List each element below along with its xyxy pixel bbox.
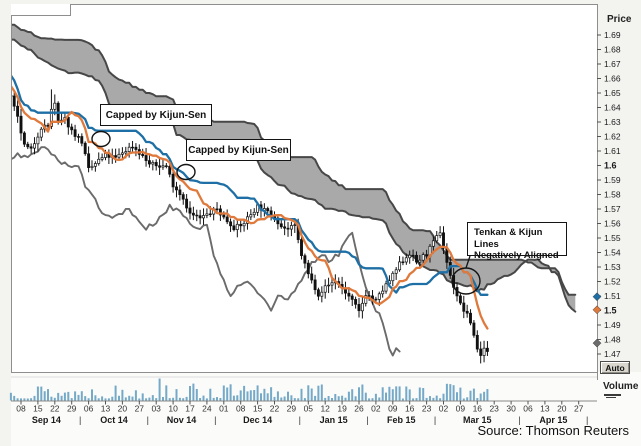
svg-text:1.57: 1.57 — [604, 204, 621, 214]
svg-text:24: 24 — [202, 404, 212, 414]
svg-text:13: 13 — [540, 404, 550, 414]
svg-text:|: | — [518, 415, 520, 425]
svg-text:|: | — [214, 415, 216, 425]
svg-text:1.48: 1.48 — [604, 335, 621, 345]
svg-text:|: | — [147, 415, 149, 425]
ichimoku-cloud — [12, 23, 577, 313]
svg-text:1.61: 1.61 — [604, 146, 621, 156]
svg-text:|: | — [586, 415, 588, 425]
svg-text:|: | — [299, 415, 301, 425]
svg-text:30: 30 — [506, 404, 516, 414]
chikou-span-line — [12, 146, 401, 357]
svg-text:1.62: 1.62 — [604, 132, 621, 142]
svg-text:16: 16 — [405, 404, 415, 414]
svg-text:Nov 14: Nov 14 — [167, 415, 197, 425]
svg-text:1.63: 1.63 — [604, 117, 621, 127]
volume-legend-icon — [604, 394, 621, 399]
svg-text:1.66: 1.66 — [604, 74, 621, 84]
source-credit: Source: Thomson Reuters — [477, 423, 630, 438]
svg-text:13: 13 — [101, 404, 111, 414]
svg-text:09: 09 — [456, 404, 466, 414]
tenkan-sen-line — [12, 85, 489, 330]
svg-text:Mar 15: Mar 15 — [463, 415, 492, 425]
svg-text:1.68: 1.68 — [604, 45, 621, 55]
auto-scale-button[interactable]: Auto — [600, 361, 630, 374]
svg-text:Sep 14: Sep 14 — [32, 415, 61, 425]
svg-text:1.51: 1.51 — [604, 291, 621, 301]
price-axis-label: Price — [607, 14, 632, 25]
svg-text:06: 06 — [84, 404, 94, 414]
svg-text:1.5: 1.5 — [604, 306, 617, 316]
svg-text:27: 27 — [135, 404, 145, 414]
svg-text:|: | — [366, 415, 368, 425]
svg-text:Oct 14: Oct 14 — [100, 415, 128, 425]
svg-text:03: 03 — [151, 404, 161, 414]
svg-text:29: 29 — [287, 404, 297, 414]
svg-text:09: 09 — [388, 404, 398, 414]
svg-text:Jan 15: Jan 15 — [320, 415, 348, 425]
candlesticks — [12, 89, 489, 364]
plot-layers — [12, 23, 577, 364]
svg-text:10: 10 — [168, 404, 178, 414]
annotation-marks — [91, 130, 481, 295]
svg-text:|: | — [79, 415, 81, 425]
last-value-markers — [592, 292, 602, 348]
svg-text:Dec 14: Dec 14 — [243, 415, 272, 425]
svg-text:1.69: 1.69 — [604, 30, 621, 40]
svg-text:26: 26 — [354, 404, 364, 414]
svg-text:1.64: 1.64 — [604, 103, 621, 113]
kijun-sen-line — [12, 74, 489, 296]
svg-text:23: 23 — [422, 404, 432, 414]
annotation-text-line2: Negatively Aligned — [474, 250, 559, 261]
price-axis-ticks[interactable]: 1.69 1.68 1.67 1.66 1.65 1.64 1.63 1.62 1.61 1.6 1… — [597, 30, 621, 359]
volume-axis-label: Volume — [603, 381, 639, 392]
svg-text:19: 19 — [337, 404, 347, 414]
svg-text:20: 20 — [118, 404, 128, 414]
annotation-text: Capped by Kijun-Sen — [105, 109, 207, 121]
svg-text:1.6: 1.6 — [604, 161, 617, 171]
annotation-text-line1: Tenkan & Kijun Lines — [474, 227, 543, 250]
svg-text:1.67: 1.67 — [604, 59, 621, 69]
svg-text:1.56: 1.56 — [604, 219, 621, 229]
svg-text:1.49: 1.49 — [604, 320, 621, 330]
svg-text:15: 15 — [253, 404, 263, 414]
svg-text:|: | — [434, 415, 436, 425]
volume-bars — [9, 378, 489, 401]
svg-text:1.52: 1.52 — [604, 277, 621, 287]
svg-text:1.59: 1.59 — [604, 175, 621, 185]
svg-text:20: 20 — [557, 404, 567, 414]
svg-text:29: 29 — [67, 404, 77, 414]
svg-text:Feb 15: Feb 15 — [387, 415, 416, 425]
svg-text:15: 15 — [33, 404, 43, 414]
annotation-text: Capped by Kijun-Sen — [188, 144, 289, 156]
svg-text:16: 16 — [473, 404, 483, 414]
svg-text:12: 12 — [320, 404, 330, 414]
svg-text:08: 08 — [16, 404, 26, 414]
svg-text:02: 02 — [439, 404, 449, 414]
svg-text:08: 08 — [236, 404, 246, 414]
svg-text:1.65: 1.65 — [604, 88, 621, 98]
svg-text:01: 01 — [219, 404, 229, 414]
annotation-capped-by-kijun-2[interactable]: Capped by Kijun-Sen — [186, 139, 291, 161]
svg-text:1.47: 1.47 — [604, 349, 621, 359]
svg-text:22: 22 — [50, 404, 60, 414]
svg-text:1.58: 1.58 — [604, 190, 621, 200]
svg-text:Apr 15: Apr 15 — [539, 415, 567, 425]
svg-text:1.53: 1.53 — [604, 262, 621, 272]
annotation-capped-by-kijun-1[interactable]: Capped by Kijun-Sen — [100, 104, 212, 126]
svg-text:23: 23 — [489, 404, 499, 414]
svg-text:27: 27 — [574, 404, 584, 414]
svg-text:17: 17 — [185, 404, 195, 414]
svg-text:02: 02 — [371, 404, 381, 414]
svg-text:06: 06 — [523, 404, 533, 414]
svg-text:05: 05 — [304, 404, 314, 414]
plot-border — [11, 4, 598, 373]
svg-text:22: 22 — [270, 404, 280, 414]
time-axis[interactable]: 08 15 22 29 Sep 14 06 13 20 27 Oct 14 03 10 17 24 Nov … — [11, 400, 597, 425]
annotation-negative-cross[interactable]: Tenkan & Kijun Lines Negatively Aligned — [467, 222, 567, 261]
svg-text:1.55: 1.55 — [604, 233, 621, 243]
svg-text:1.54: 1.54 — [604, 248, 621, 258]
